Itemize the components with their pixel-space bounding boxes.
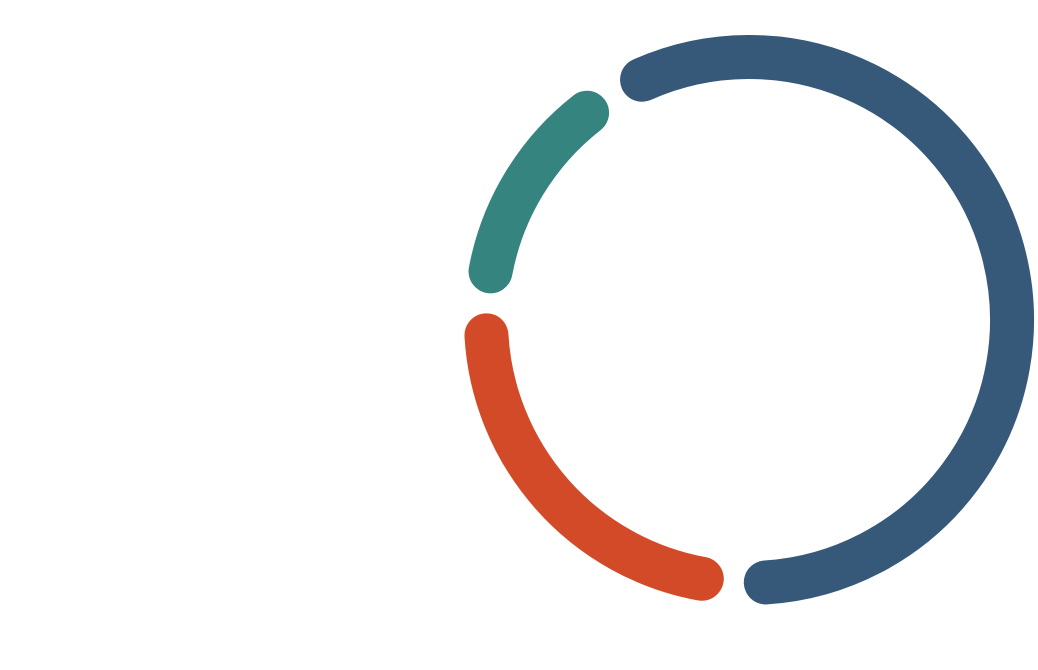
donut-segment-1 (620, 35, 1034, 605)
donut-segment-3 (468, 90, 610, 294)
donut-segment-2 (464, 313, 724, 601)
